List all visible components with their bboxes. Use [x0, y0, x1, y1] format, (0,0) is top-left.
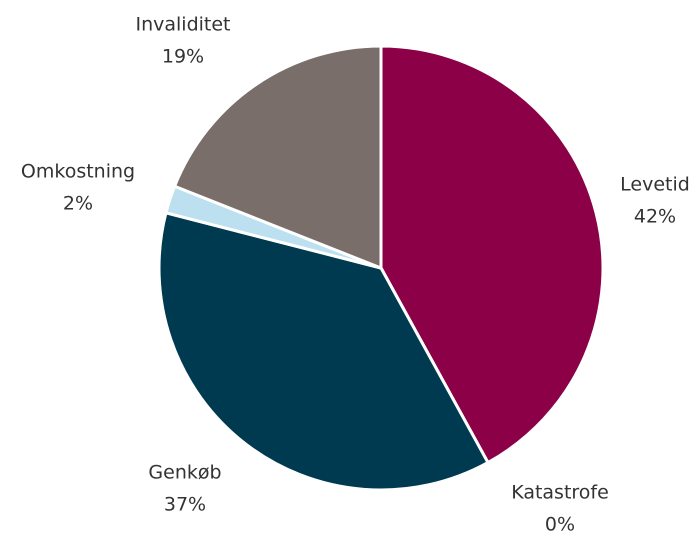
pie-slice	[379, 44, 605, 465]
slice-value-label: 19%	[162, 46, 204, 68]
pie-slice	[157, 211, 490, 492]
pie-slice	[173, 44, 383, 270]
slice-label: Genkøb	[148, 462, 221, 484]
slice-value-label: 42%	[634, 206, 676, 228]
slice-value-label: 0%	[545, 514, 575, 536]
slice-label: Omkostning	[21, 161, 135, 183]
slice-value-label: 37%	[164, 494, 206, 516]
slice-label: Invaliditet	[135, 14, 230, 36]
slice-label: Levetid	[620, 174, 690, 196]
slice-label: Katastrofe	[511, 482, 609, 504]
slice-value-label: 2%	[63, 193, 93, 215]
